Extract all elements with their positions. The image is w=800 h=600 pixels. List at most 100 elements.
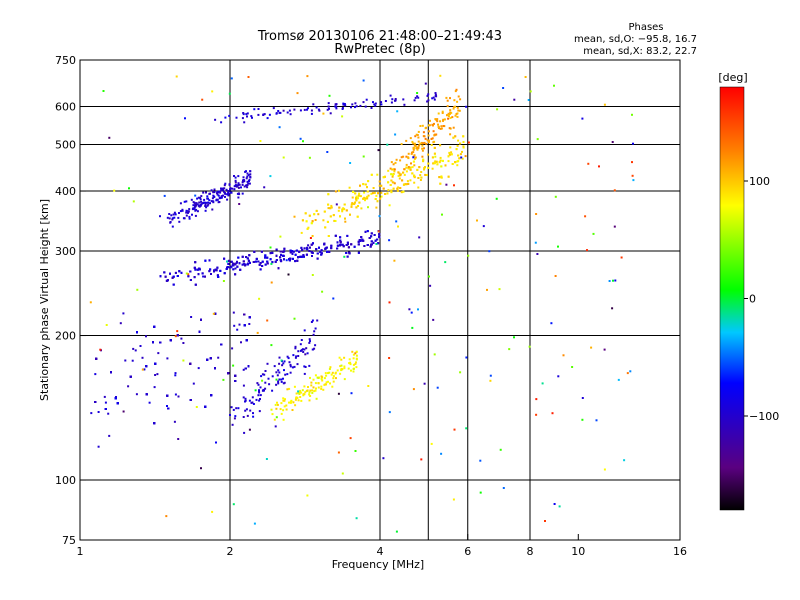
data-point: [232, 503, 235, 506]
data-point: [212, 200, 215, 203]
data-point: [285, 408, 288, 411]
data-point: [139, 345, 142, 347]
data-point: [222, 194, 224, 197]
data-point: [168, 217, 171, 220]
data-point: [194, 194, 197, 197]
data-point: [368, 237, 371, 239]
data-point: [350, 243, 353, 246]
data-point: [452, 136, 455, 139]
data-point: [448, 113, 451, 115]
data-point: [424, 82, 427, 85]
data-point: [153, 386, 156, 389]
data-point: [380, 101, 383, 104]
data-point: [378, 184, 381, 187]
data-point: [431, 167, 434, 170]
data-point: [259, 386, 262, 389]
data-point: [439, 74, 442, 77]
data-point: [176, 275, 179, 277]
data-point: [262, 113, 265, 116]
data-point: [298, 391, 301, 394]
data-point: [207, 203, 210, 206]
data-point: [328, 94, 331, 97]
data-point: [366, 197, 369, 200]
data-point: [456, 160, 459, 163]
data-point: [439, 182, 442, 185]
data-point: [227, 190, 230, 192]
data-point: [135, 393, 138, 396]
data-point: [424, 166, 426, 168]
data-point: [370, 173, 373, 176]
data-point: [279, 250, 282, 253]
data-point: [449, 109, 452, 112]
data-point: [413, 146, 416, 149]
data-point: [411, 151, 413, 154]
data-point: [247, 174, 250, 177]
data-point: [114, 397, 117, 400]
data-point: [228, 183, 231, 186]
data-point: [352, 370, 355, 373]
data-point: [169, 221, 172, 223]
data-point: [232, 364, 235, 367]
data-point: [416, 95, 419, 98]
data-point: [237, 196, 240, 199]
data-point: [311, 348, 314, 351]
data-point: [366, 195, 369, 198]
data-point: [248, 428, 251, 431]
data-point: [240, 341, 242, 344]
data-point: [218, 201, 221, 203]
data-point: [241, 255, 244, 258]
data-point: [310, 243, 313, 246]
data-point: [389, 94, 392, 97]
data-point: [306, 352, 309, 355]
data-point: [234, 176, 237, 179]
data-point: [316, 257, 319, 260]
data-point: [278, 111, 281, 114]
data-point: [245, 408, 248, 411]
data-point: [384, 175, 386, 178]
data-point: [301, 248, 304, 251]
data-point: [148, 401, 151, 404]
data-point: [313, 347, 316, 350]
data-point: [360, 236, 363, 239]
data-point: [353, 245, 356, 248]
data-point: [437, 123, 439, 126]
data-point: [328, 371, 331, 374]
data-point: [467, 254, 470, 257]
data-point: [246, 414, 249, 417]
colorbar-gradient: [719, 86, 745, 511]
data-point: [108, 136, 111, 139]
data-point: [315, 106, 318, 109]
data-point: [416, 148, 419, 151]
data-point: [449, 133, 452, 136]
data-point: [95, 357, 98, 360]
data-point: [326, 250, 328, 253]
data-point: [403, 173, 406, 176]
data-point: [200, 203, 203, 206]
data-point: [248, 182, 251, 185]
data-point: [390, 173, 393, 176]
data-point: [433, 140, 436, 143]
data-point: [337, 189, 340, 192]
data-point: [235, 185, 238, 188]
data-point: [203, 198, 206, 201]
data-point: [620, 256, 623, 259]
data-point: [242, 368, 245, 371]
data-point: [254, 389, 257, 392]
data-point: [324, 247, 327, 250]
data-point: [351, 103, 354, 106]
data-point: [413, 181, 416, 184]
data-point: [286, 111, 289, 114]
data-point: [200, 195, 203, 198]
data-point: [184, 117, 186, 120]
data-point: [413, 174, 416, 177]
data-point: [304, 391, 307, 394]
data-point: [232, 262, 235, 265]
data-point: [613, 189, 616, 192]
data-point: [289, 400, 292, 403]
data-point: [293, 108, 296, 111]
data-point: [299, 349, 302, 352]
data-point: [299, 389, 302, 392]
data-point: [217, 276, 220, 278]
data-point: [320, 375, 323, 378]
data-point: [177, 438, 180, 440]
